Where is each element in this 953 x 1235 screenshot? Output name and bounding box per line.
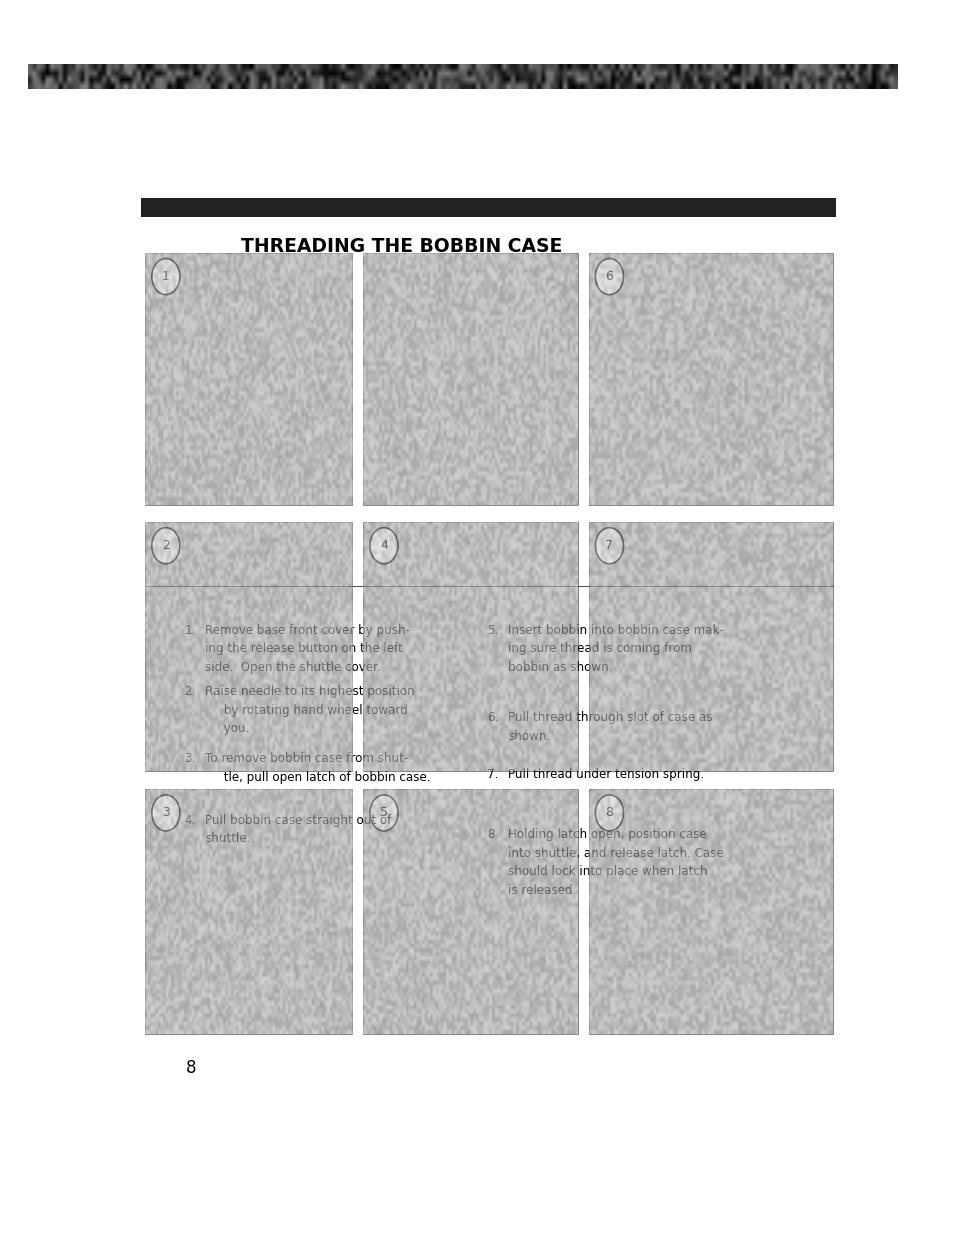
Circle shape: [152, 258, 180, 295]
Text: 3: 3: [162, 806, 170, 819]
Text: 4.: 4.: [184, 814, 195, 827]
Circle shape: [370, 795, 397, 831]
Text: To remove bobbin case from shut-
     tle, pull open latch of bobbin case.: To remove bobbin case from shut- tle, pu…: [205, 752, 430, 783]
Text: 5: 5: [379, 806, 388, 819]
Text: Pull bobbin case straight out of
shuttle.: Pull bobbin case straight out of shuttle…: [205, 814, 391, 846]
Circle shape: [152, 527, 180, 563]
Circle shape: [595, 527, 623, 563]
Circle shape: [370, 527, 397, 563]
Text: Insert bobbin into bobbin case mak-
ing sure thread is coming from
bobbin as sho: Insert bobbin into bobbin case mak- ing …: [508, 624, 723, 673]
Bar: [588, 522, 832, 771]
Text: Holding latch open, position case
into shuttle, and release latch. Case
should l: Holding latch open, position case into s…: [508, 829, 723, 897]
Text: Pull thread through slot of case as
shown.: Pull thread through slot of case as show…: [508, 711, 712, 742]
Text: Raise needle to its highest position
     by rotating hand wheel toward
     you: Raise needle to its highest position by …: [205, 685, 415, 736]
Circle shape: [595, 258, 623, 295]
Bar: [363, 253, 577, 505]
Text: THREADING THE BOBBIN CASE: THREADING THE BOBBIN CASE: [241, 237, 562, 256]
Bar: [363, 522, 577, 771]
Text: 5.: 5.: [487, 624, 498, 637]
Text: 8.: 8.: [487, 829, 498, 841]
Text: 2.: 2.: [184, 685, 195, 699]
Text: 2: 2: [162, 540, 170, 552]
Text: 7: 7: [605, 540, 613, 552]
Bar: [141, 198, 836, 216]
Text: 6: 6: [605, 270, 613, 283]
Circle shape: [595, 795, 623, 831]
Bar: [363, 789, 577, 1035]
Text: 3.: 3.: [184, 752, 195, 764]
Bar: [145, 789, 352, 1035]
Text: 1.: 1.: [184, 624, 195, 637]
Bar: [588, 253, 832, 505]
Text: Pull thread under tension spring.: Pull thread under tension spring.: [508, 768, 703, 782]
Bar: [145, 253, 352, 505]
Bar: [588, 789, 832, 1035]
Text: 8: 8: [605, 806, 613, 819]
Text: 4: 4: [379, 540, 388, 552]
Circle shape: [152, 795, 180, 831]
Text: 6.: 6.: [487, 711, 498, 724]
Text: 8: 8: [186, 1060, 196, 1077]
Text: 1: 1: [162, 270, 170, 283]
Bar: [145, 522, 352, 771]
Text: 7.: 7.: [487, 768, 498, 782]
Text: Remove base front cover by push-
ing the release button on the left
side.  Open : Remove base front cover by push- ing the…: [205, 624, 410, 673]
